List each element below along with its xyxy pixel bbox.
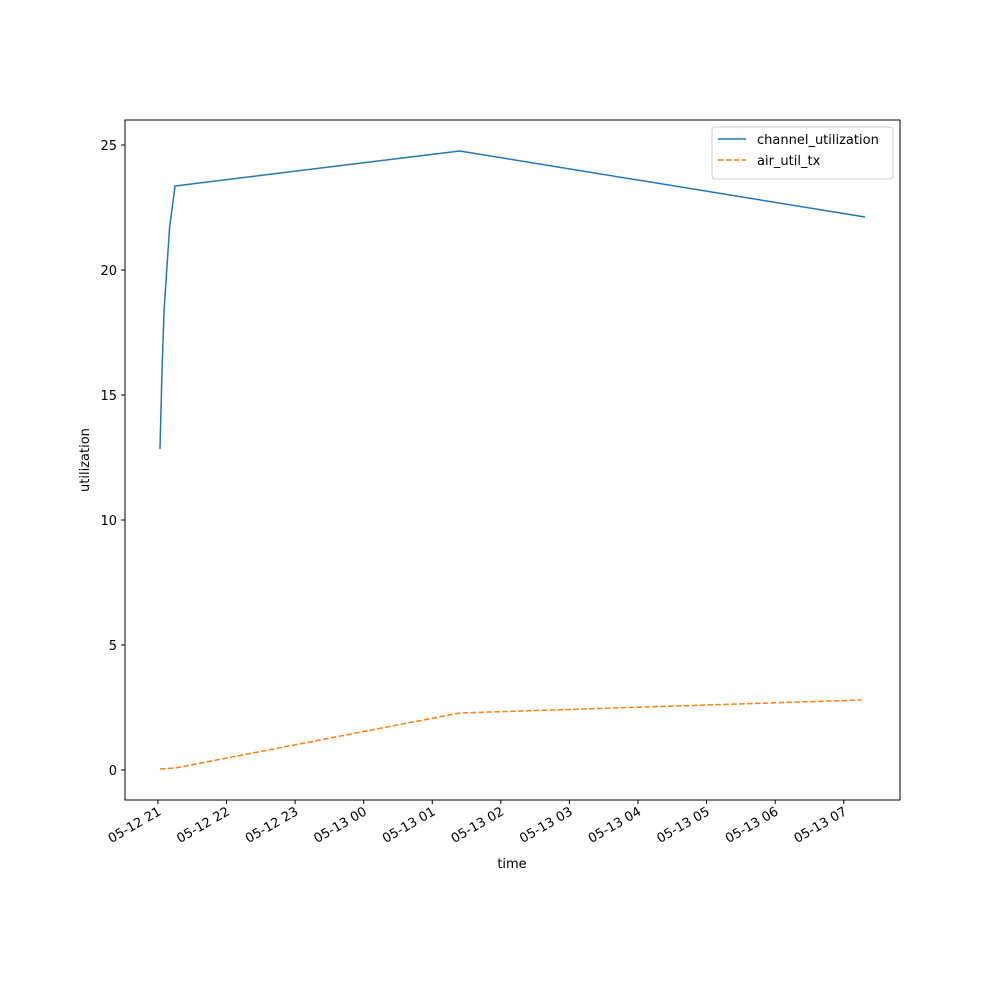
y-axis-label: utilization bbox=[78, 428, 93, 492]
x-tick-label: 05-12 22 bbox=[174, 804, 232, 846]
y-tick-label: 20 bbox=[100, 264, 117, 279]
x-tick-label: 05-13 04 bbox=[586, 804, 644, 846]
y-tick-label: 10 bbox=[100, 514, 117, 529]
x-tick-label: 05-13 00 bbox=[312, 804, 370, 846]
x-tick-label: 05-13 06 bbox=[723, 804, 781, 846]
plot-frame bbox=[124, 119, 901, 801]
legend-box bbox=[711, 126, 894, 180]
x-tick-label: 05-13 05 bbox=[654, 804, 712, 846]
x-tick-label: 05-13 03 bbox=[517, 804, 575, 846]
legend-label: air_util_tx bbox=[757, 154, 821, 169]
y-tick-label: 5 bbox=[109, 639, 117, 654]
y-tick-label: 25 bbox=[100, 139, 117, 154]
data-line bbox=[159, 699, 862, 770]
x-tick-label: 05-12 21 bbox=[106, 804, 164, 846]
y-tick-label: 0 bbox=[109, 764, 117, 779]
x-tick-label: 05-12 23 bbox=[243, 804, 301, 846]
data-line bbox=[159, 150, 866, 450]
x-axis-label: time bbox=[497, 857, 526, 872]
legend-label: channel_utilization bbox=[757, 133, 879, 148]
y-tick-label: 15 bbox=[100, 389, 117, 404]
x-tick-label: 05-13 01 bbox=[380, 804, 438, 846]
x-tick-label: 05-13 07 bbox=[792, 804, 850, 846]
x-tick-label: 05-13 02 bbox=[449, 804, 507, 846]
